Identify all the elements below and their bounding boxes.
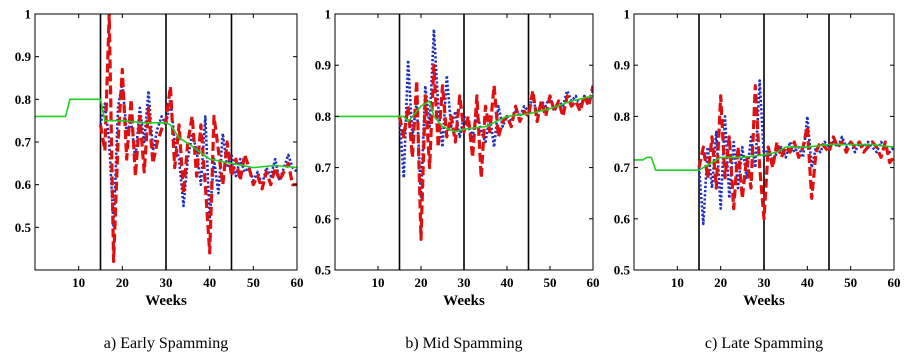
y-tick-label: 1 [325,7,332,22]
x-tick-label: 60 [291,275,304,290]
x-axis-label: Weeks [145,293,187,309]
y-tick-label: 1 [25,7,32,22]
series-line-dotted [398,28,593,200]
y-tick-label: 0.6 [614,211,631,226]
x-tick-label: 50 [247,275,260,290]
x-tick-label: 50 [544,275,557,290]
chart-panel-1: 0.5 0.6 0.7 0.8 0.9 1 10 20 30 40 50 60 Weeks a) Earl… [15,7,304,353]
x-tick-label: 40 [501,275,514,290]
panel-caption: b) Mid Spamming [405,335,522,352]
x-tick-label: 10 [671,275,684,290]
y-tick-label: 0.5 [614,263,631,278]
series-line-dashed [397,63,593,241]
x-tick-label: 40 [203,275,216,290]
x-tick-label: 20 [714,275,727,290]
y-tick-label: 0.5 [15,220,32,235]
x-axis-label: Weeks [743,293,785,309]
series-line-dotted [697,79,894,226]
x-tick-label: 20 [116,275,129,290]
y-tick-label: 0.9 [614,58,631,73]
x-tick-label: 40 [801,275,814,290]
chart-panel-3: 0.5 0.6 0.7 0.8 0.9 1 10 20 30 40 50 60 Weeks c) Late… [614,7,901,353]
y-tick-label: 0.8 [614,109,631,124]
y-tick-label: 0.6 [315,211,332,226]
y-tick-label: 0.7 [15,135,32,150]
y-tick-label: 0.7 [315,160,332,175]
x-tick-label: 60 [888,275,901,290]
x-tick-label: 30 [160,275,173,290]
series-line-dashed [98,14,297,264]
y-tick-label: 0.6 [15,177,32,192]
series-line-dotted [99,81,297,229]
y-tick-label: 0.8 [315,109,332,124]
y-tick-label: 1 [624,7,631,22]
x-tick-label: 30 [458,275,471,290]
y-tick-label: 0.7 [614,160,631,175]
panel-caption: c) Late Spamming [705,335,823,352]
x-tick-label: 50 [844,275,857,290]
y-tick-label: 0.8 [15,92,32,107]
x-tick-label: 30 [758,275,771,290]
x-tick-label: 10 [72,275,85,290]
series-line-solid [35,98,297,169]
x-tick-label: 10 [372,275,385,290]
x-tick-label: 60 [587,275,600,290]
series-line-solid [634,143,894,171]
chart-panel-2: 0.5 0.6 0.7 0.8 0.9 1 10 20 30 40 50 60 Weeks b) Mid … [315,7,600,353]
y-tick-label: 0.9 [315,58,332,73]
panel-caption: a) Early Spamming [104,335,228,352]
x-tick-label: 20 [415,275,428,290]
series-line-solid [335,95,593,133]
y-tick-label: 0.5 [315,263,332,278]
series-line-dashed [697,84,894,221]
x-axis-label: Weeks [443,293,485,309]
y-tick-label: 0.9 [15,49,32,64]
